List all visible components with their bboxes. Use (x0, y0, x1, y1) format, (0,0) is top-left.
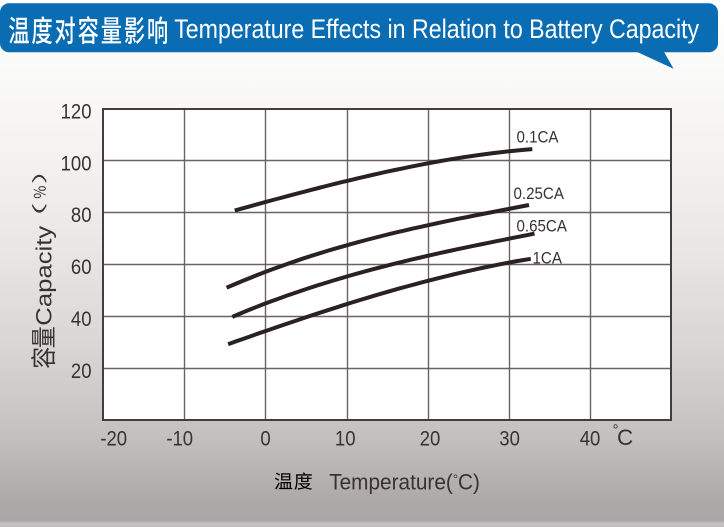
svg-text:-20: -20 (100, 427, 127, 450)
svg-text:80: 80 (71, 204, 92, 227)
svg-text:20: 20 (71, 360, 92, 383)
svg-text:-10: -10 (166, 427, 193, 450)
svg-text:0.25CA: 0.25CA (514, 184, 565, 203)
svg-text:100: 100 (61, 152, 92, 175)
svg-text:30: 30 (499, 427, 520, 450)
svg-text:40: 40 (71, 308, 92, 331)
svg-text:40: 40 (580, 427, 601, 450)
svg-text:20: 20 (420, 427, 441, 450)
svg-text:10: 10 (335, 427, 356, 450)
svg-text:60: 60 (71, 256, 92, 279)
svg-text:°: ° (613, 423, 619, 439)
svg-text:0: 0 (260, 427, 270, 450)
svg-text:0.1CA: 0.1CA (517, 128, 559, 147)
svg-text:Temperature Effects in Relatio: Temperature Effects in Relation to Batte… (174, 15, 699, 45)
svg-text:C: C (617, 425, 633, 450)
svg-text:120: 120 (61, 100, 92, 123)
svg-text:Capacity: Capacity (32, 226, 57, 326)
svg-text:Temperature(°C): Temperature(°C) (329, 469, 480, 495)
svg-text:1CA: 1CA (533, 249, 563, 268)
svg-text:0.65CA: 0.65CA (517, 217, 568, 236)
